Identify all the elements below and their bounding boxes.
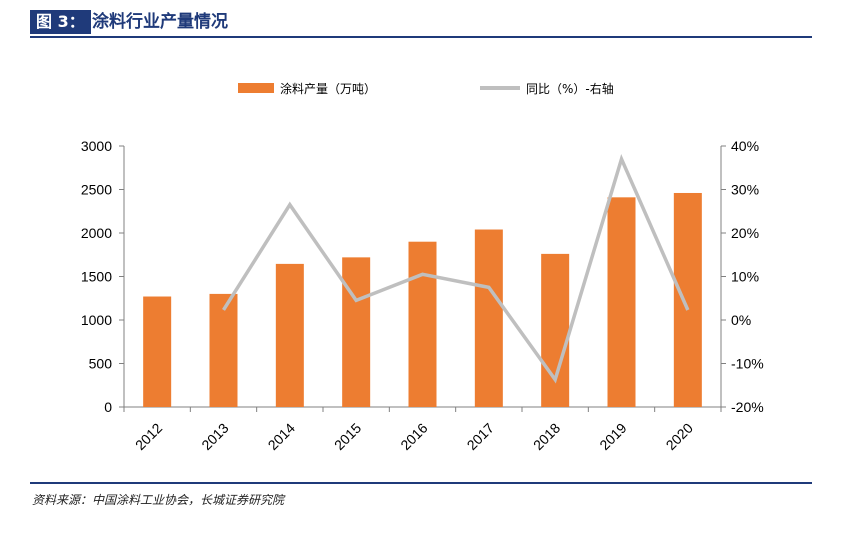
bar	[607, 197, 636, 407]
bar	[209, 293, 238, 407]
figure-number: 图 3：	[30, 10, 91, 34]
y-left-tick-label: 2500	[81, 182, 112, 198]
x-tick-label: 2018	[530, 420, 563, 453]
y-left-tick-label: 0	[104, 399, 112, 415]
y-right-tick-label: -20%	[731, 399, 764, 415]
x-tick-label: 2019	[596, 420, 629, 453]
legend-label-line: 同比（%）-右轴	[526, 81, 614, 96]
y-right-tick-label: -10%	[731, 356, 764, 372]
bar	[143, 296, 172, 407]
x-tick-label: 2020	[663, 420, 696, 453]
y-right-tick-label: 40%	[731, 138, 759, 154]
source-note: 资料来源：中国涂料工业协会，长城证券研究院	[32, 493, 285, 507]
legend-label-bar: 涂料产量（万吨）	[280, 81, 376, 96]
x-tick-label: 2015	[331, 420, 364, 453]
bar	[541, 253, 570, 407]
y-right-tick-label: 30%	[731, 182, 759, 198]
chart: 涂料产量（万吨） 同比（%）-右轴 0 500 1000 1500 2000 2500 30…	[81, 81, 764, 453]
y-left-tick-label: 1000	[81, 312, 112, 328]
y-left-tick-label: 1500	[81, 269, 112, 285]
x-tick-label: 2014	[265, 420, 298, 453]
footer-divider	[30, 482, 812, 484]
x-tick-label: 2013	[198, 420, 231, 453]
legend-swatch-bar	[238, 83, 274, 93]
x-tick-label: 2016	[397, 420, 430, 453]
y-left-tick-label: 2000	[81, 225, 112, 241]
bar	[275, 263, 304, 407]
y-left-tick-label: 3000	[81, 138, 112, 154]
x-tick-label: 2012	[132, 420, 165, 453]
bar	[474, 229, 503, 407]
y-left-tick-label: 500	[89, 356, 113, 372]
y-right-tick-label: 10%	[731, 269, 759, 285]
figure-title-bar: 图 3： 涂料行业产量情况	[30, 8, 812, 38]
y-right-tick-label: 0%	[731, 312, 751, 328]
bar	[408, 241, 437, 407]
bar	[342, 257, 371, 407]
y-right-tick-label: 20%	[731, 225, 759, 241]
figure-title: 涂料行业产量情况	[92, 12, 228, 32]
chart-legend: 涂料产量（万吨） 同比（%）-右轴	[238, 81, 614, 96]
bar	[673, 192, 702, 407]
line-series	[222, 153, 690, 384]
x-tick-label: 2017	[464, 420, 497, 453]
